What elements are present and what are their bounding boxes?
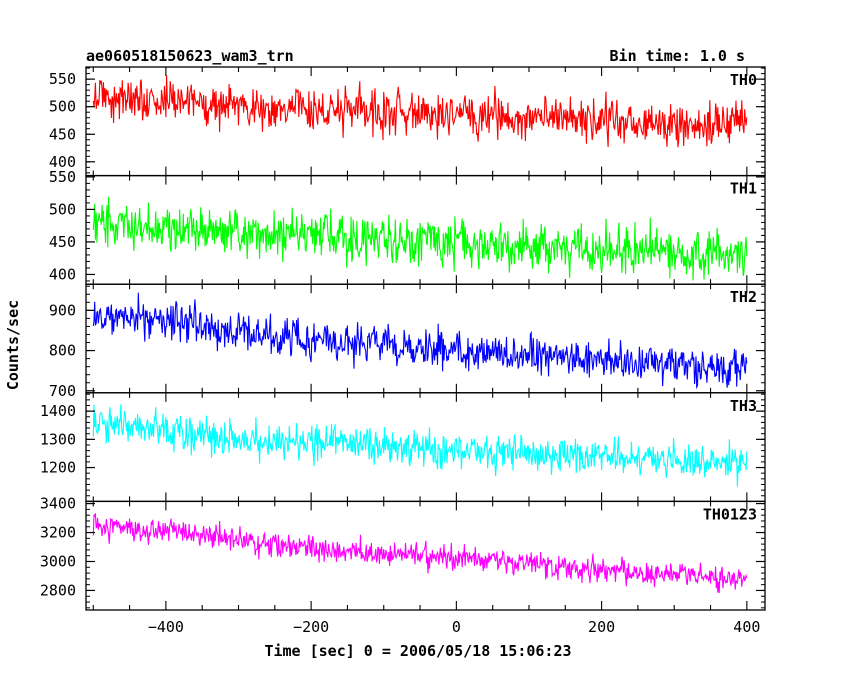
series-line-th2 bbox=[92, 292, 748, 390]
x-tick-label: −200 bbox=[293, 618, 329, 636]
series-line-th0 bbox=[92, 75, 748, 148]
series-line-th3 bbox=[92, 404, 748, 487]
y-tick-label: 500 bbox=[49, 200, 76, 218]
y-tick-label: 700 bbox=[49, 382, 76, 400]
x-tick-label: 200 bbox=[588, 618, 615, 636]
y-tick-label: 1200 bbox=[40, 459, 76, 477]
panel-label-th0: TH0 bbox=[730, 71, 757, 89]
y-tick-label: 550 bbox=[49, 70, 76, 88]
chart-title: ae060518150623_wam3_trn bbox=[86, 47, 294, 65]
y-tick-label: 1300 bbox=[40, 430, 76, 448]
x-tick-label: 0 bbox=[452, 618, 461, 636]
y-axis-label: Counts/sec bbox=[4, 300, 22, 390]
y-tick-label: 500 bbox=[49, 98, 76, 116]
bin-time-label: Bin time: 1.0 s bbox=[610, 47, 745, 65]
y-tick-label: 400 bbox=[49, 265, 76, 283]
y-tick-label: 400 bbox=[49, 153, 76, 171]
panel-label-th3: TH3 bbox=[730, 397, 757, 415]
panel-label-th2: TH2 bbox=[730, 288, 757, 306]
y-tick-label: 2800 bbox=[40, 581, 76, 599]
y-tick-label: 900 bbox=[49, 301, 76, 319]
y-tick-label: 3000 bbox=[40, 552, 76, 570]
x-tick-label: 400 bbox=[733, 618, 760, 636]
y-tick-label: 450 bbox=[49, 125, 76, 143]
series-line-th0123 bbox=[92, 513, 748, 594]
y-tick-label: 3400 bbox=[40, 495, 76, 513]
panel-th0123: 2800 3000 3200 3400 TH0123 bbox=[40, 495, 766, 611]
x-axis-label: Time [sec] 0 = 2006/05/18 15:06:23 bbox=[264, 642, 571, 660]
series-line-th1 bbox=[92, 196, 748, 281]
x-tick-labels: −400 −200 0 200 400 bbox=[148, 618, 761, 636]
panels: 400 450 500 550 TH0 400 450 500 550 TH1 700 800 900 T… bbox=[40, 66, 766, 611]
panel-label-th1: TH1 bbox=[730, 180, 757, 198]
y-tick-label: 800 bbox=[49, 342, 76, 360]
y-tick-label: 3200 bbox=[40, 524, 76, 542]
panel-label-th0123: TH0123 bbox=[703, 505, 757, 523]
y-tick-label: 1400 bbox=[40, 402, 76, 420]
x-tick-label: −400 bbox=[148, 618, 184, 636]
y-tick-label: 450 bbox=[49, 233, 76, 251]
panel-th1: 400 450 500 550 TH1 bbox=[49, 168, 766, 285]
y-tick-label: 550 bbox=[49, 168, 76, 186]
